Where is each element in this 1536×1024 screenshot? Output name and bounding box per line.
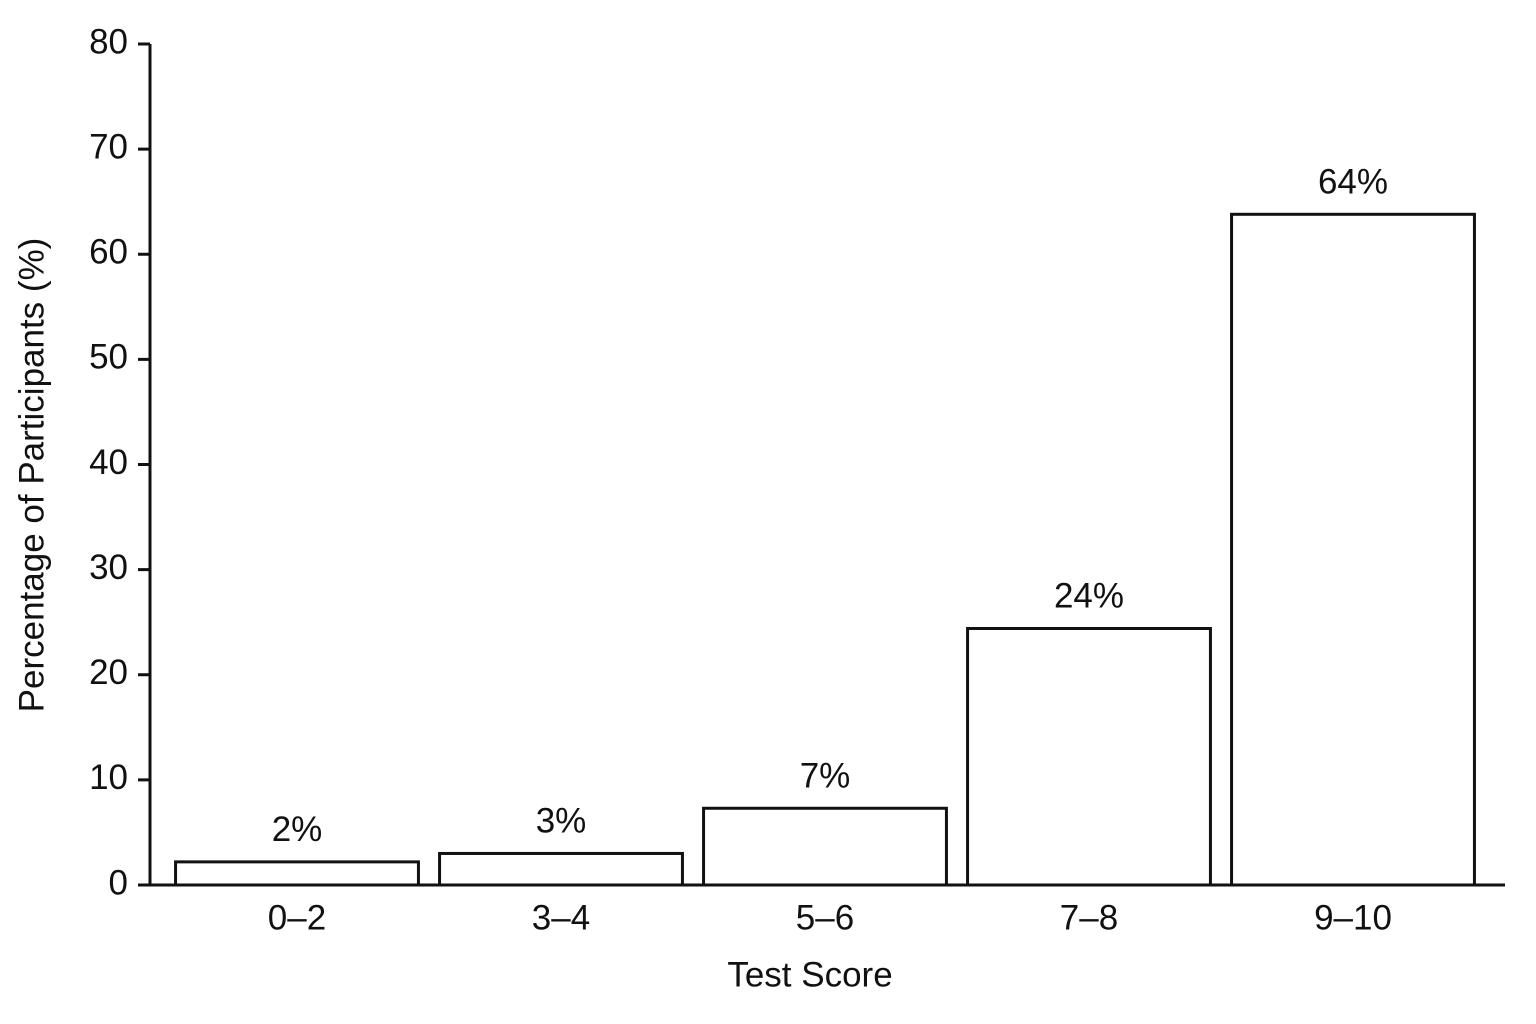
bar	[174, 860, 420, 887]
value-label: 7%	[800, 757, 851, 796]
y-tick-label: 50	[89, 338, 128, 377]
y-tick-label: 60	[89, 233, 128, 272]
y-tick-label: 80	[89, 22, 128, 61]
y-axis-label: Percentage of Participants (%)	[12, 238, 51, 713]
bar	[702, 806, 948, 887]
value-label: 3%	[536, 802, 587, 841]
y-tick-label: 0	[109, 863, 128, 902]
y-tick-label: 10	[89, 758, 128, 797]
x-axis-label: Test Score	[727, 955, 892, 994]
bar	[1230, 212, 1476, 887]
bar	[438, 851, 684, 887]
y-tick-label: 20	[89, 653, 128, 692]
x-tick-label: 5–6	[796, 898, 854, 937]
value-label: 24%	[1054, 577, 1124, 616]
value-label: 2%	[272, 810, 323, 849]
value-label: 64%	[1318, 163, 1388, 202]
y-tick-label: 30	[89, 548, 128, 587]
x-tick-label: 9–10	[1314, 898, 1392, 937]
x-tick-label: 0–2	[268, 898, 326, 937]
x-tick-label: 3–4	[532, 898, 590, 937]
bar	[966, 626, 1212, 887]
y-tick-label: 70	[89, 127, 128, 166]
y-tick-label: 40	[89, 443, 128, 482]
x-tick-label: 7–8	[1060, 898, 1118, 937]
